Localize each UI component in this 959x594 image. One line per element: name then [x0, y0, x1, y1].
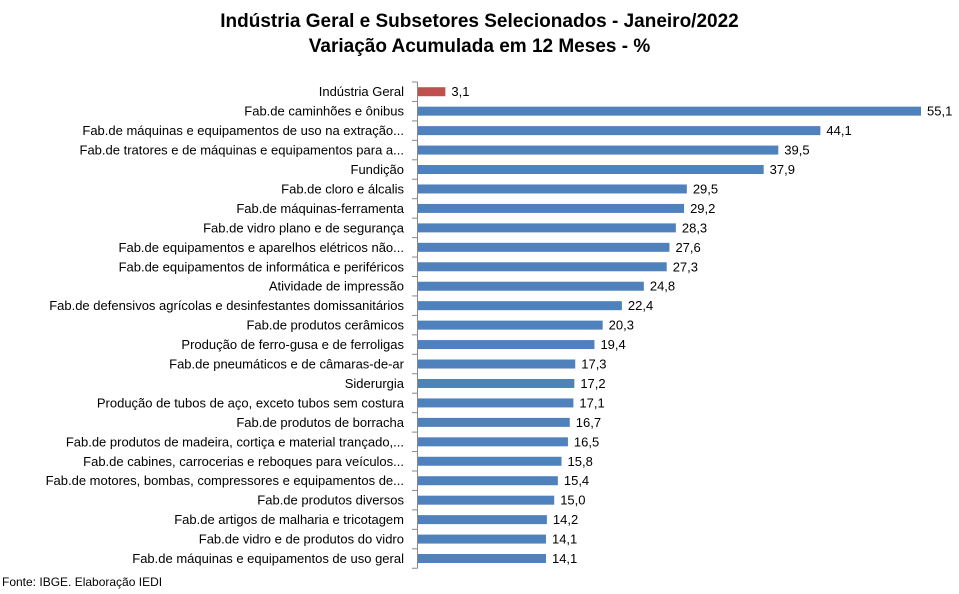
- category-label: Fundição: [351, 162, 404, 177]
- bar: [417, 340, 595, 350]
- category-label: Fab.de tratores e de máquinas e equipame…: [80, 143, 404, 158]
- bar: [417, 301, 622, 311]
- bar: [417, 398, 574, 408]
- category-label: Fab.de defensivos agrícolas e desinfesta…: [49, 298, 404, 313]
- bar: [417, 126, 821, 136]
- category-label: Fab.de produtos de borracha: [236, 415, 404, 430]
- data-label: 22,4: [628, 298, 653, 313]
- bar: [417, 87, 446, 97]
- category-label: Atividade de impressão: [269, 279, 404, 294]
- bar: [417, 223, 676, 233]
- data-label: 14,1: [552, 551, 577, 566]
- bar: [417, 378, 575, 388]
- data-label: 27,3: [673, 259, 698, 274]
- data-label: 19,4: [600, 337, 625, 352]
- data-label: 39,5: [784, 143, 809, 158]
- data-label: 17,3: [581, 357, 606, 372]
- bar: [417, 145, 779, 155]
- bar: [417, 320, 603, 330]
- data-label: 17,1: [579, 395, 604, 410]
- data-label: 29,5: [693, 181, 718, 196]
- bar: [417, 359, 576, 369]
- data-label: 16,7: [576, 415, 601, 430]
- category-label: Fab.de produtos diversos: [257, 493, 404, 508]
- category-label: Indústria Geral: [319, 84, 404, 99]
- bar: [417, 456, 562, 466]
- chart-title-line-1: Indústria Geral e Subsetores Selecionado…: [220, 11, 739, 32]
- data-label: 29,2: [690, 201, 715, 216]
- category-label: Fab.de cabines, carrocerias e reboques p…: [83, 454, 404, 469]
- category-label: Fab.de caminhões e ônibus: [244, 104, 404, 119]
- category-label: Siderurgia: [345, 376, 405, 391]
- category-label: Produção de ferro-gusa e de ferroligas: [181, 337, 404, 352]
- category-label: Fab.de equipamentos e aparelhos elétrico…: [119, 240, 404, 255]
- data-label: 16,5: [574, 434, 599, 449]
- bar: [417, 262, 667, 272]
- category-label: Fab.de máquinas-ferramenta: [236, 201, 404, 216]
- category-label: Fab.de equipamentos de informática e per…: [119, 259, 405, 274]
- data-label: 55,1: [927, 104, 952, 119]
- data-label: 14,1: [552, 532, 577, 547]
- bar: [417, 534, 546, 544]
- data-label: 24,8: [650, 279, 675, 294]
- bar: [417, 495, 555, 505]
- category-label: Fab.de vidro plano e de segurança: [203, 220, 405, 235]
- chart-title-line-2: Variação Acumulada em 12 Meses - %: [308, 36, 651, 57]
- data-label: 14,2: [553, 512, 578, 527]
- bar: [417, 203, 685, 213]
- category-label: Fab.de pneumáticos e de câmaras-de-ar: [169, 357, 405, 372]
- category-label: Fab.de motores, bombas, compressores e e…: [46, 473, 404, 488]
- bar: [417, 554, 546, 564]
- bar: [417, 184, 687, 194]
- category-label: Fab.de máquinas e equipamentos de uso ge…: [132, 551, 404, 566]
- category-label: Fab.de cloro e álcalis: [281, 181, 404, 196]
- bar: [417, 281, 644, 291]
- data-label: 37,9: [770, 162, 795, 177]
- data-label: 44,1: [826, 123, 851, 138]
- bar: [417, 417, 570, 427]
- data-label: 20,3: [609, 318, 634, 333]
- data-label: 27,6: [675, 240, 700, 255]
- category-label: Produção de tubos de aço, exceto tubos s…: [97, 395, 405, 410]
- category-label: Fab.de máquinas e equipamentos de uso na…: [82, 123, 404, 138]
- data-label: 15,0: [560, 493, 585, 508]
- bar: [417, 242, 670, 252]
- data-label: 15,8: [568, 454, 593, 469]
- bar: [417, 106, 921, 116]
- category-label: Fab.de produtos de madeira, cortiça e ma…: [66, 434, 404, 449]
- source-note: Fonte: IBGE. Elaboração IEDI: [2, 575, 163, 589]
- data-label: 15,4: [564, 473, 589, 488]
- data-label: 3,1: [451, 84, 469, 99]
- data-label: 28,3: [682, 220, 707, 235]
- data-label: 17,2: [580, 376, 605, 391]
- bar: [417, 165, 764, 175]
- bar: [417, 437, 568, 447]
- bar: [417, 515, 547, 525]
- bar: [417, 476, 558, 486]
- category-label: Fab.de vidro e de produtos do vidro: [199, 532, 404, 547]
- category-label: Fab.de produtos cerâmicos: [246, 318, 404, 333]
- chart-title: Indústria Geral e Subsetores Selecionado…: [0, 9, 959, 59]
- category-label: Fab.de artigos de malharia e tricotagem: [174, 512, 404, 527]
